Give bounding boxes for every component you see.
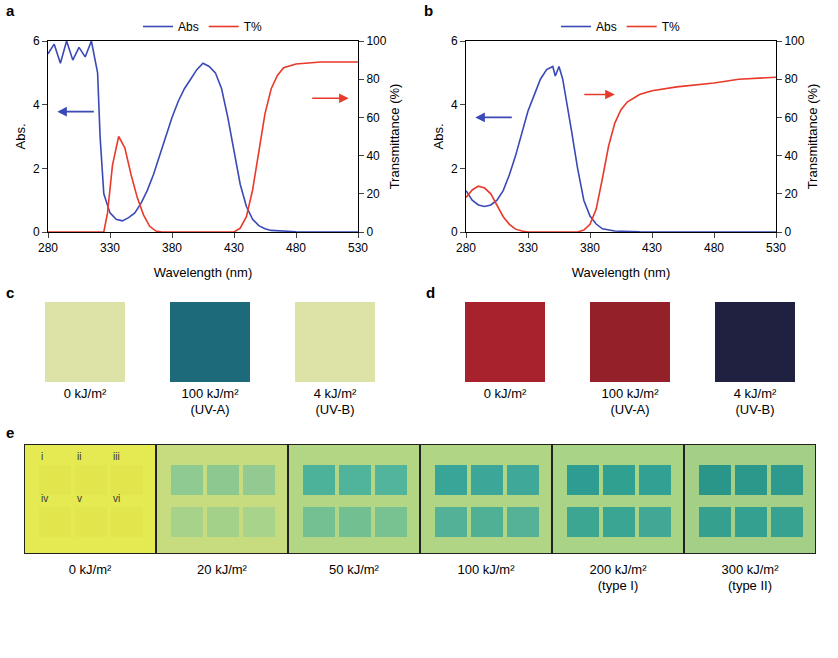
- svg-text:Transmittance (%): Transmittance (%): [805, 84, 820, 190]
- html-text:(UV-B): (UV-B): [315, 402, 355, 417]
- html-text:4 kJ/m²: 4 kJ/m²: [733, 386, 777, 401]
- svg-text:Wavelength (nm): Wavelength (nm): [154, 265, 253, 280]
- html-text:(UV-B): (UV-B): [735, 402, 775, 417]
- html-text:20 kJ/m²: 20 kJ/m²: [197, 562, 247, 577]
- svg-text:430: 430: [224, 241, 244, 255]
- svg-text:60: 60: [366, 111, 380, 125]
- svg-text:Abs.: Abs.: [431, 123, 446, 149]
- html-text:(type II): (type II): [728, 578, 772, 593]
- svg-text:280: 280: [38, 241, 58, 255]
- svg-text:0: 0: [451, 225, 458, 239]
- html-text:a: a: [6, 2, 15, 19]
- svg-text:40: 40: [784, 149, 798, 163]
- svg-text:280: 280: [456, 241, 476, 255]
- html-text:100 kJ/m²: 100 kJ/m²: [601, 386, 659, 401]
- svg-text:380: 380: [162, 241, 182, 255]
- svg-text:4: 4: [33, 98, 40, 112]
- html-text:300 kJ/m²: 300 kJ/m²: [721, 562, 779, 577]
- html-text:(UV-A): (UV-A): [610, 402, 650, 417]
- svg-text:0: 0: [366, 225, 373, 239]
- html-text:e: e: [6, 424, 15, 441]
- svg-text:6: 6: [451, 34, 458, 48]
- svg-text:Abs: Abs: [178, 20, 199, 34]
- html-text:0 kJ/m²: 0 kJ/m²: [68, 562, 112, 577]
- svg-text:480: 480: [704, 241, 724, 255]
- html-text:(UV-A): (UV-A): [190, 402, 230, 417]
- html-text:iv: iv: [41, 493, 49, 504]
- html-text:50 kJ/m²: 50 kJ/m²: [329, 562, 379, 577]
- html-text:b: b: [424, 2, 434, 19]
- svg-text:Wavelength (nm): Wavelength (nm): [572, 265, 671, 280]
- svg-text:2: 2: [451, 162, 458, 176]
- svg-text:0: 0: [33, 225, 40, 239]
- svg-text:60: 60: [784, 111, 798, 125]
- svg-text:T%: T%: [244, 20, 262, 34]
- svg-text:480: 480: [286, 241, 306, 255]
- html-text:iii: iii: [113, 451, 120, 462]
- svg-text:80: 80: [784, 72, 798, 86]
- svg-text:20: 20: [366, 187, 380, 201]
- html-text:100 kJ/m²: 100 kJ/m²: [457, 562, 515, 577]
- html-text:(type I): (type I): [597, 578, 639, 593]
- html-text:0 kJ/m²: 0 kJ/m²: [63, 386, 107, 401]
- svg-text:Abs.: Abs.: [13, 123, 28, 149]
- svg-text:40: 40: [366, 149, 380, 163]
- svg-text:T%: T%: [662, 20, 680, 34]
- html-text:vi: vi: [113, 493, 121, 504]
- html-text:i: i: [41, 451, 44, 462]
- svg-text:330: 330: [518, 241, 538, 255]
- svg-text:Abs: Abs: [596, 20, 617, 34]
- html-text:100 kJ/m²: 100 kJ/m²: [181, 386, 239, 401]
- svg-text:6: 6: [33, 34, 40, 48]
- svg-text:20: 20: [784, 187, 798, 201]
- html-text:d: d: [426, 284, 436, 301]
- html-text:200 kJ/m²: 200 kJ/m²: [589, 562, 647, 577]
- html-text:4 kJ/m²: 4 kJ/m²: [313, 386, 357, 401]
- html-text:c: c: [6, 284, 15, 301]
- svg-text:100: 100: [366, 34, 386, 48]
- svg-text:4: 4: [451, 98, 458, 112]
- svg-text:530: 530: [348, 241, 368, 255]
- svg-text:2: 2: [33, 162, 40, 176]
- html-text:0 kJ/m²: 0 kJ/m²: [483, 386, 527, 401]
- svg-text:100: 100: [784, 34, 804, 48]
- svg-text:530: 530: [766, 241, 786, 255]
- svg-text:0: 0: [784, 225, 791, 239]
- svg-text:430: 430: [642, 241, 662, 255]
- svg-text:80: 80: [366, 72, 380, 86]
- svg-text:380: 380: [580, 241, 600, 255]
- svg-text:Transmittance (%): Transmittance (%): [387, 84, 402, 190]
- html-text:ii: ii: [77, 451, 82, 462]
- svg-text:330: 330: [100, 241, 120, 255]
- html-text:v: v: [77, 493, 82, 504]
